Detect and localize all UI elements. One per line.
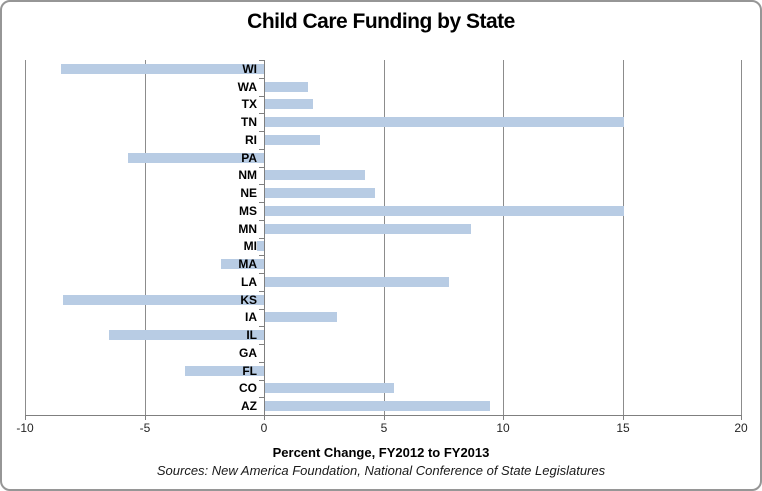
category-label-AZ: AZ: [241, 399, 257, 413]
x-tick-label-5: 5: [380, 421, 388, 435]
category-label-TX: TX: [241, 97, 257, 111]
bar-IL: [109, 330, 264, 340]
category-tick: [259, 255, 264, 256]
category-tick: [259, 202, 264, 203]
category-label-PA: PA: [241, 151, 257, 165]
category-label-NE: NE: [240, 186, 257, 200]
category-tick: [259, 96, 264, 97]
category-tick: [259, 149, 264, 150]
x-tick-label-0: 0: [260, 421, 268, 435]
bar-KS: [63, 295, 264, 305]
category-tick: [259, 220, 264, 221]
category-label-WA: WA: [237, 80, 257, 94]
bar-LA: [265, 277, 449, 287]
bar-MN: [265, 224, 471, 234]
category-label-NM: NM: [238, 168, 257, 182]
bar-PA: [128, 153, 264, 163]
gridline-10: [503, 60, 504, 415]
x-tick-label-15: 15: [616, 421, 630, 435]
category-tick: [259, 415, 264, 416]
category-label-RI: RI: [245, 133, 257, 147]
bar-WA: [265, 82, 308, 92]
category-label-WI: WI: [242, 62, 257, 76]
category-label-KS: KS: [240, 293, 257, 307]
category-tick: [259, 78, 264, 79]
category-tick: [259, 184, 264, 185]
bar-IA: [265, 312, 337, 322]
category-label-MN: MN: [238, 222, 257, 236]
bar-MS: [265, 206, 624, 216]
category-tick: [259, 238, 264, 239]
category-tick: [259, 60, 264, 61]
bar-TX: [265, 99, 313, 109]
category-tick: [259, 131, 264, 132]
category-axis-line: [264, 60, 265, 419]
category-tick: [259, 113, 264, 114]
category-tick: [259, 397, 264, 398]
bar-AZ: [265, 401, 490, 411]
category-tick: [259, 291, 264, 292]
x-tick-label--5: -5: [139, 421, 151, 435]
category-tick: [259, 273, 264, 274]
category-label-TN: TN: [241, 115, 257, 129]
source-note: Sources: New America Foundation, Nationa…: [156, 463, 606, 478]
bar-RI: [265, 135, 320, 145]
x-axis-tick-20: [741, 416, 742, 420]
bar-WI: [61, 64, 264, 74]
category-label-FL: FL: [242, 364, 257, 378]
category-label-LA: LA: [241, 275, 257, 289]
x-tick-label-10: 10: [496, 421, 510, 435]
category-label-CO: CO: [239, 381, 257, 395]
x-tick-label-20: 20: [734, 421, 748, 435]
bar-MI: [257, 241, 264, 251]
category-tick: [259, 309, 264, 310]
bar-CO: [265, 383, 394, 393]
category-label-MI: MI: [243, 239, 257, 253]
plot-area: WI WA TX TN RI PA NM NE MS MN MI MA LA KS IA IL GA FL CO AZ: [25, 60, 742, 420]
category-tick: [259, 167, 264, 168]
x-axis-tick--10: [25, 416, 26, 420]
x-axis-tick-5: [384, 416, 385, 420]
bar-TN: [265, 117, 624, 127]
gridline--5: [145, 60, 146, 415]
x-axis-title: Percent Change, FY2012 to FY2013: [272, 445, 490, 460]
gridline-5: [384, 60, 385, 415]
x-axis-tick--5: [145, 416, 146, 420]
x-axis-tick-15: [623, 416, 624, 420]
x-axis-line: [25, 415, 742, 416]
category-tick: [259, 344, 264, 345]
bar-NE: [265, 188, 375, 198]
chart-title: Child Care Funding by State: [247, 10, 515, 33]
gridline-20: [741, 60, 742, 415]
category-label-IL: IL: [246, 328, 257, 342]
category-label-MS: MS: [239, 204, 257, 218]
bar-FL: [185, 366, 264, 376]
category-tick: [259, 362, 264, 363]
bar-MA: [221, 259, 264, 269]
x-axis-tick-10: [503, 416, 504, 420]
x-tick-label--10: -10: [16, 421, 34, 435]
category-tick: [259, 380, 264, 381]
category-tick: [259, 326, 264, 327]
gridline-15: [623, 60, 624, 415]
category-label-IA: IA: [245, 310, 257, 324]
bar-NM: [265, 170, 365, 180]
category-label-GA: GA: [239, 346, 257, 360]
gridline--10: [25, 60, 26, 415]
category-label-MA: MA: [238, 257, 257, 271]
